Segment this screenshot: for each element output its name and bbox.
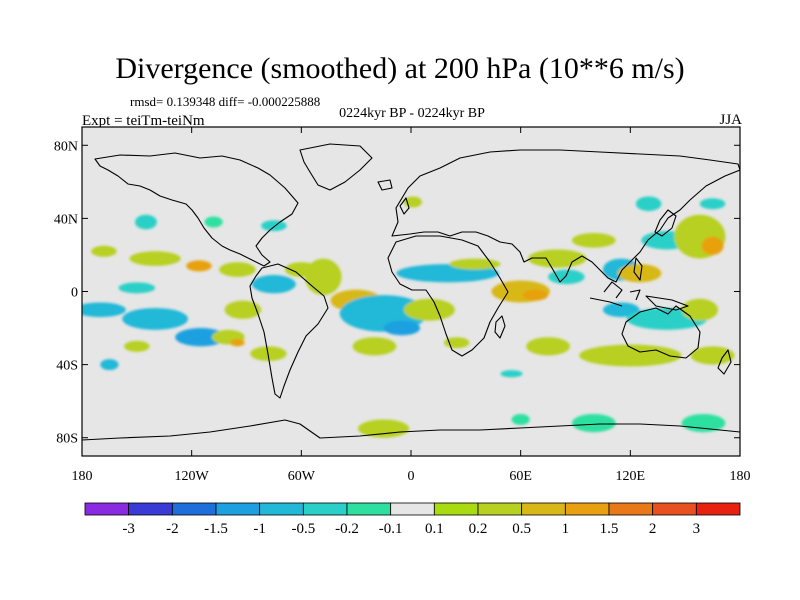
x-tick-label-1: 120W	[175, 469, 210, 484]
anomaly-patch-46	[500, 370, 523, 378]
anomaly-patch-1	[186, 260, 212, 272]
anomaly-patch-22	[383, 320, 421, 336]
x-tick-label-0: 180	[72, 469, 93, 484]
coastline-uk	[399, 197, 410, 215]
anomaly-patch-42	[579, 344, 682, 367]
anomaly-patch-24	[403, 298, 455, 321]
anomaly-patch-6	[82, 302, 126, 318]
colorbar-box-3	[215, 502, 261, 516]
anomaly-patch-43	[690, 346, 735, 365]
colorbar-label-2: -1.5	[204, 521, 228, 537]
x-tick-label-2: 60W	[288, 469, 316, 484]
coastline-new-zealand	[717, 349, 732, 375]
y-tick-label-4: 80S	[56, 432, 78, 447]
stats-text: rmsd= 0.139348 diff= -0.000225888	[130, 94, 321, 109]
anomaly-patch-39	[602, 302, 640, 318]
colorbar-label-6: -0.1	[379, 521, 403, 537]
chart-title: Divergence (smoothed) at 200 hPa (10**6 …	[115, 52, 685, 85]
coastline-south-america	[249, 263, 329, 399]
colorbar-label-11: 1.5	[600, 521, 619, 537]
coastline-madagascar	[494, 315, 506, 339]
anomaly-patch-30	[548, 269, 585, 285]
season-label: JJA	[719, 112, 742, 128]
colorbar-box-4	[259, 502, 304, 516]
anomaly-patch-28	[522, 289, 549, 301]
x-tick-label-6: 180	[730, 469, 751, 484]
colorbar-box-7	[390, 502, 435, 516]
anomaly-patch-3	[251, 275, 296, 294]
colorbar-box-9	[477, 502, 523, 516]
colorbar-box-1	[128, 502, 173, 516]
anomaly-patch-9	[118, 282, 156, 294]
anomaly-patch-0	[129, 251, 181, 266]
colorbar-label-0: -3	[122, 521, 135, 537]
x-tick-label-3: 0	[408, 469, 415, 484]
coastline-africa	[387, 235, 509, 357]
anomaly-patch-48	[571, 413, 616, 433]
anomaly-patch-12	[230, 339, 245, 347]
coastline-japan	[654, 209, 677, 237]
colorbar-label-8: 0.2	[469, 521, 488, 537]
colorbar-box-14	[695, 502, 741, 516]
colorbar-box-8	[433, 502, 479, 516]
anomaly-patch-15	[100, 359, 119, 371]
colorbar-label-7: 0.1	[425, 521, 444, 537]
anomaly-patch-23	[352, 337, 397, 356]
coastline-north-america	[94, 152, 299, 267]
anomaly-patch-33	[617, 264, 662, 283]
anomaly-patch-17	[261, 220, 287, 232]
anomaly-patch-2	[219, 262, 256, 277]
anomaly-patch-50	[511, 413, 530, 425]
period-text: 0224kyr BP - 0224kyr BP	[339, 106, 485, 121]
anomaly-patch-44	[526, 337, 571, 356]
colorbar-label-3: -1	[253, 521, 266, 537]
colorbar-label-12: 2	[649, 521, 657, 537]
anomaly-patch-18	[204, 216, 223, 228]
colorbar-label-1: -2	[166, 521, 179, 537]
x-tick-label-5: 120E	[616, 469, 646, 484]
anomaly-patch-37	[635, 196, 662, 212]
colorbar-box-13	[652, 502, 697, 516]
anomaly-patch-31	[571, 233, 616, 248]
colorbar-label-5: -0.2	[335, 521, 359, 537]
colorbar-box-6	[346, 502, 392, 516]
colorbar-box-5	[302, 502, 348, 516]
anomaly-patch-16	[135, 214, 157, 230]
y-tick-label-2: 0	[71, 286, 78, 301]
y-tick-label-3: 40S	[56, 359, 78, 374]
coastline-antarctica	[82, 419, 740, 441]
anomaly-patch-5	[91, 245, 117, 257]
anomaly-patch-36	[701, 236, 724, 255]
coastline-indonesia	[589, 281, 689, 311]
colorbar-label-13: 3	[693, 521, 701, 537]
experiment-label: Expt = teiTm-teiNm	[82, 113, 205, 129]
anomaly-patch-10	[224, 300, 262, 319]
colorbar-box-2	[171, 502, 217, 516]
anomaly-patch-7	[122, 307, 189, 330]
y-tick-label-0: 80N	[54, 139, 78, 154]
coastline-iceland	[377, 179, 393, 191]
anomaly-patch-38	[699, 198, 726, 210]
coastline-australia	[621, 305, 701, 359]
anomaly-patch-41	[681, 298, 719, 321]
anomaly-patch-26	[449, 258, 501, 270]
colorbar-box-10	[521, 502, 566, 516]
colorbar-box-11	[564, 502, 610, 516]
colorbar-label-10: 1	[562, 521, 570, 537]
coastline-greenland	[299, 143, 373, 191]
colorbar-label-4: -0.5	[291, 521, 315, 537]
colorbar-box-12	[608, 502, 654, 516]
map-background	[82, 127, 740, 456]
anomaly-patch-19	[304, 258, 342, 296]
colorbar-label-9: 0.5	[512, 521, 531, 537]
coastline-philippines	[633, 257, 643, 281]
anomaly-patch-8	[175, 328, 227, 347]
x-tick-label-4: 60E	[509, 469, 532, 484]
colorbar-box-0	[84, 502, 130, 516]
anomaly-patch-14	[124, 340, 150, 352]
y-tick-label-1: 40N	[54, 212, 78, 227]
coastline-eurasia	[391, 149, 740, 283]
anomaly-patch-47	[357, 419, 410, 438]
